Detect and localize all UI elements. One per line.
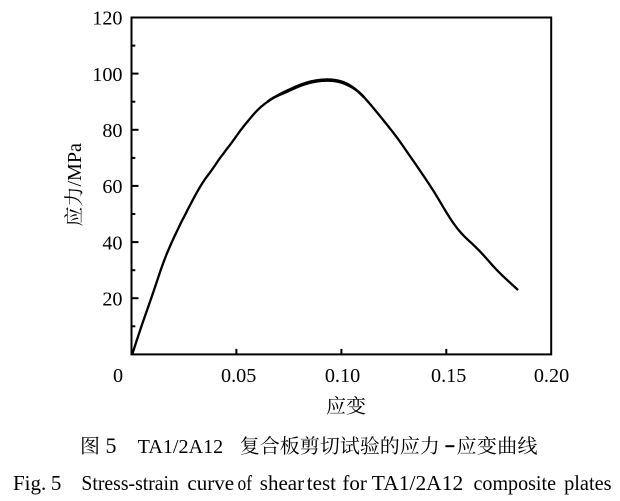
svg-text:test: test (307, 471, 336, 495)
svg-text:for: for (342, 471, 367, 495)
svg-text:of: of (238, 471, 253, 495)
svg-text:TA1/2A12: TA1/2A12 (138, 436, 224, 458)
svg-text:curve: curve (187, 471, 234, 495)
svg-text:20: 20 (102, 288, 122, 310)
svg-text:100: 100 (92, 64, 122, 86)
svg-text:0.10: 0.10 (325, 365, 360, 387)
svg-text:0.20: 0.20 (534, 365, 569, 387)
svg-text:shear: shear (260, 471, 304, 495)
svg-text:plates: plates (564, 471, 612, 495)
svg-text:Fig.: Fig. (13, 471, 46, 495)
svg-text:120: 120 (92, 8, 122, 30)
svg-text:40: 40 (102, 232, 122, 254)
svg-text:composite: composite (474, 471, 557, 495)
svg-text:0.15: 0.15 (431, 365, 466, 387)
svg-text:0.05: 0.05 (221, 365, 256, 387)
svg-text:0: 0 (113, 365, 123, 387)
svg-text:5: 5 (51, 471, 62, 495)
svg-text:5: 5 (106, 433, 117, 458)
svg-text:Stress-strain: Stress-strain (81, 471, 179, 495)
svg-text:60: 60 (102, 176, 122, 198)
svg-text:80: 80 (102, 120, 122, 142)
svg-text:/MPa: /MPa (64, 143, 86, 186)
svg-text:TA1/2A12: TA1/2A12 (372, 471, 463, 495)
